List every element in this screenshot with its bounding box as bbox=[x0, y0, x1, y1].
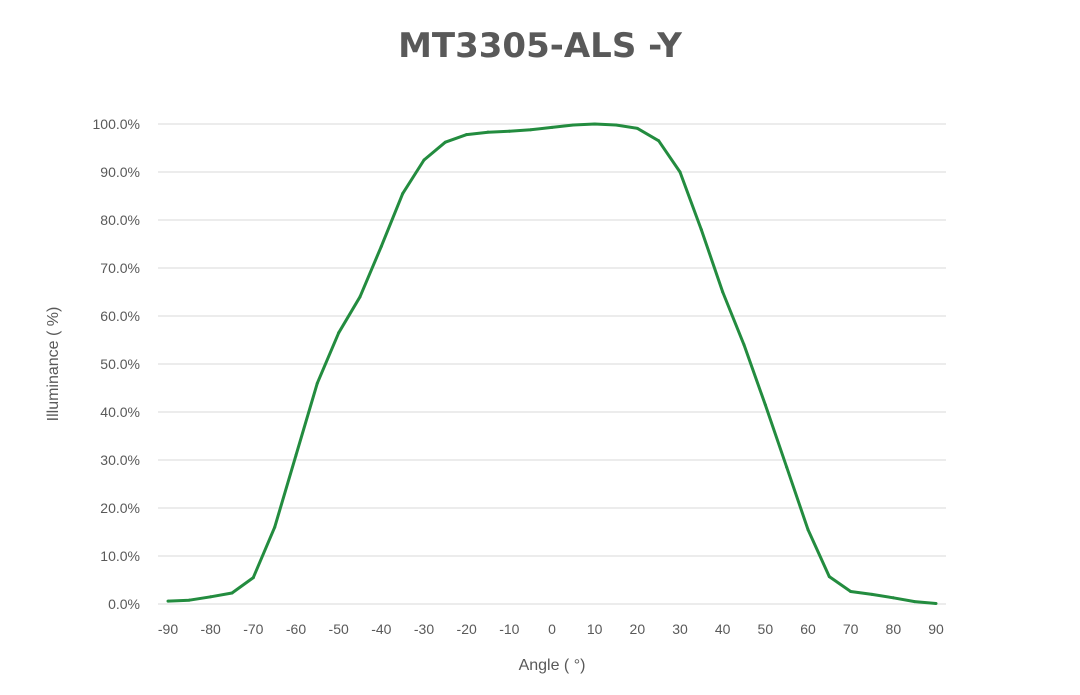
y-tick-label: 90.0% bbox=[100, 164, 140, 180]
y-axis-ticks: 0.0% 10.0% 20.0% 30.0% 40.0% 50.0% 60.0% 70.0% 8… bbox=[93, 116, 140, 612]
x-tick-label: -10 bbox=[499, 621, 519, 637]
y-axis-label: Illuminance ( %) bbox=[45, 307, 62, 422]
data-point bbox=[486, 130, 490, 134]
data-point bbox=[891, 596, 895, 600]
data-point bbox=[358, 295, 362, 299]
data-point bbox=[742, 343, 746, 347]
data-point bbox=[379, 244, 383, 248]
x-axis-label: Angle ( °) bbox=[519, 657, 586, 674]
x-tick-label: -80 bbox=[201, 621, 221, 637]
data-point bbox=[721, 290, 725, 294]
y-tick-label: 10.0% bbox=[100, 548, 140, 564]
x-tick-label: -20 bbox=[457, 621, 477, 637]
y-tick-label: 20.0% bbox=[100, 500, 140, 516]
data-point bbox=[443, 140, 447, 144]
x-tick-label: 20 bbox=[630, 621, 646, 637]
gridlines bbox=[158, 123, 946, 605]
y-tick-label: 30.0% bbox=[100, 452, 140, 468]
data-point bbox=[678, 170, 682, 174]
data-point bbox=[507, 129, 511, 133]
y-tick-label: 100.0% bbox=[93, 116, 140, 132]
x-tick-label: 10 bbox=[587, 621, 603, 637]
x-tick-label: 30 bbox=[672, 621, 688, 637]
data-point bbox=[763, 403, 767, 407]
chart-title: MT3305-ALS -Y bbox=[398, 26, 682, 66]
data-point bbox=[315, 381, 319, 385]
data-point bbox=[785, 465, 789, 469]
data-point bbox=[934, 602, 938, 606]
data-point bbox=[635, 126, 639, 130]
data-point bbox=[166, 599, 170, 603]
x-tick-label: 90 bbox=[928, 621, 944, 637]
y-tick-label: 80.0% bbox=[100, 212, 140, 228]
data-point bbox=[550, 125, 554, 129]
x-tick-label: -40 bbox=[371, 621, 391, 637]
x-tick-label: -30 bbox=[414, 621, 434, 637]
x-tick-label: -50 bbox=[329, 621, 349, 637]
x-tick-label: 70 bbox=[843, 621, 859, 637]
x-tick-label: -90 bbox=[158, 621, 178, 637]
data-point bbox=[593, 122, 597, 126]
data-point bbox=[870, 592, 874, 596]
y-tick-label: 50.0% bbox=[100, 356, 140, 372]
data-point bbox=[699, 228, 703, 232]
x-tick-label: -60 bbox=[286, 621, 306, 637]
y-tick-label: 40.0% bbox=[100, 404, 140, 420]
data-point bbox=[529, 128, 533, 132]
x-tick-label: 0 bbox=[548, 621, 556, 637]
data-point bbox=[827, 575, 831, 579]
x-tick-label: 50 bbox=[758, 621, 774, 637]
series-layer bbox=[166, 122, 938, 606]
y-tick-label: 60.0% bbox=[100, 308, 140, 324]
data-point bbox=[849, 590, 853, 594]
data-point bbox=[422, 158, 426, 162]
x-axis-ticks: -90 -80 -70 -60 -50 -40 -30 -20 -10 0 10 20 30 40 50 60… bbox=[158, 621, 944, 637]
data-point bbox=[465, 133, 469, 137]
x-tick-label: 60 bbox=[800, 621, 816, 637]
x-tick-label: -70 bbox=[243, 621, 263, 637]
y-tick-label: 0.0% bbox=[108, 596, 140, 612]
y-tick-label: 70.0% bbox=[100, 260, 140, 276]
data-point bbox=[913, 600, 917, 604]
data-point bbox=[294, 453, 298, 457]
x-tick-label: 40 bbox=[715, 621, 731, 637]
data-point bbox=[230, 591, 234, 595]
data-point bbox=[571, 123, 575, 127]
data-point bbox=[657, 139, 661, 143]
x-tick-label: 80 bbox=[886, 621, 902, 637]
data-point bbox=[187, 598, 191, 602]
data-point bbox=[209, 595, 213, 599]
data-point bbox=[337, 331, 341, 335]
data-point bbox=[401, 192, 405, 196]
data-point bbox=[614, 123, 618, 127]
data-point bbox=[251, 576, 255, 580]
data-point bbox=[273, 525, 277, 529]
data-point bbox=[806, 528, 810, 532]
